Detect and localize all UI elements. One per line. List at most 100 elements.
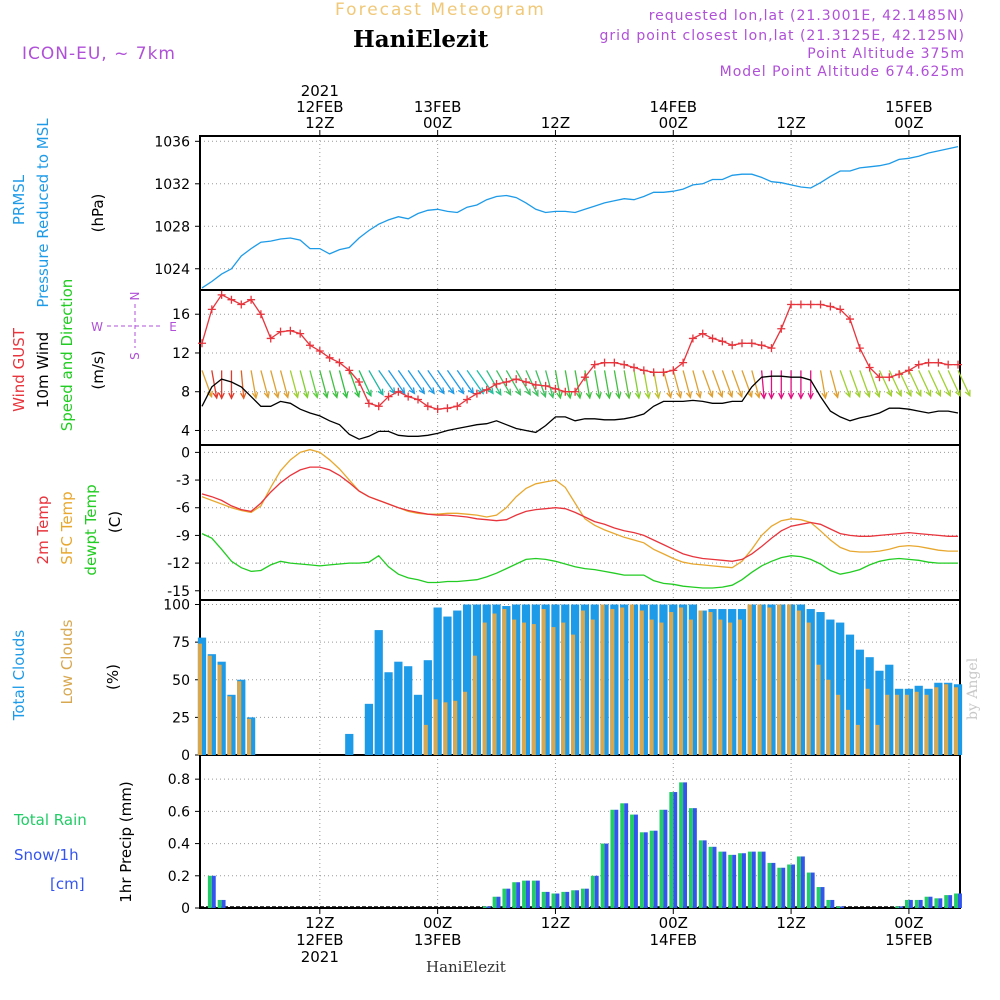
wind-direction-arrowhead	[954, 389, 961, 398]
wind-direction-arrowhead	[754, 391, 761, 399]
gust-marker	[846, 315, 854, 324]
gust-marker	[738, 339, 746, 348]
total-cloud-bar	[443, 616, 452, 755]
wind-direction-arrow	[869, 370, 880, 397]
gust-marker	[600, 358, 609, 367]
gust-marker	[423, 402, 432, 411]
rain-bar	[787, 864, 792, 908]
gust-marker	[541, 381, 550, 390]
snow-bar	[938, 898, 943, 908]
snow-bar	[516, 882, 521, 908]
top-time-tick-label: 14FEB	[650, 98, 697, 116]
low-cloud-bar	[590, 619, 595, 755]
rain-bar	[747, 851, 752, 908]
gust-marker	[315, 347, 324, 356]
snow-bar	[673, 792, 678, 908]
total-cloud-bar	[855, 649, 864, 755]
rain-bar	[679, 782, 684, 908]
low-cloud-bar	[885, 694, 890, 755]
model-altitude: Model Point Altitude 674.625m	[719, 64, 965, 80]
gust-marker	[610, 358, 619, 367]
wind-direction-arrowhead	[505, 388, 512, 396]
snow-bar	[958, 893, 962, 908]
low-cloud-bar	[767, 607, 772, 755]
gust-marker	[453, 402, 462, 411]
pressure-ytick-label: 1028	[154, 219, 190, 235]
gust-marker	[414, 395, 422, 404]
rain-bar	[934, 898, 939, 908]
low-cloud-bar	[796, 610, 801, 755]
gust-marker	[865, 363, 874, 372]
gust-marker	[718, 337, 727, 346]
top-time-tick-label: 12Z	[305, 114, 334, 132]
bottom-time-tick-label: 12Z	[305, 914, 334, 932]
wind-direction-arrow	[427, 370, 445, 394]
rain-bar	[806, 872, 811, 908]
wind-direction-arrow	[927, 370, 941, 397]
low-cloud-bar	[197, 643, 202, 755]
total-cloud-bar	[364, 703, 374, 755]
wind-direction-arrowhead	[228, 392, 235, 400]
snow-bar	[565, 891, 570, 908]
wind-direction-arrow	[564, 370, 571, 399]
wind-direction-arrowhead	[312, 391, 320, 399]
wind-direction-arrowhead	[354, 390, 361, 399]
low-cloud-bar	[462, 691, 468, 755]
gust-marker	[325, 353, 334, 362]
wind-direction-arrow	[348, 370, 360, 397]
gust-marker	[708, 334, 717, 343]
low-cloud-bar	[610, 609, 615, 755]
wind-direction-arrowhead	[377, 388, 384, 396]
gust-marker	[561, 387, 570, 396]
rain-bar	[757, 851, 762, 908]
low-cloud-bar	[924, 694, 929, 755]
rain-bar	[767, 862, 772, 908]
total-cloud-bar	[845, 634, 855, 755]
gust-marker	[463, 395, 472, 404]
gust-marker	[620, 360, 629, 369]
rain-bar	[796, 856, 801, 908]
gust-marker	[492, 379, 501, 388]
top-time-tick-label: 12Z	[541, 114, 570, 132]
wind-direction-arrow	[289, 370, 299, 398]
wind-direction-arrow	[407, 370, 425, 394]
wind-direction-arrow	[535, 370, 547, 397]
low-cloud-bar	[620, 607, 625, 755]
total-cloud-bar	[413, 694, 423, 755]
gust-marker	[944, 360, 953, 369]
snow-bar	[575, 890, 580, 908]
total-cloud-bar	[482, 604, 491, 755]
wind-direction-arrowhead	[778, 392, 785, 400]
footer-location: HaniElezit	[426, 958, 506, 976]
low-cloud-bar	[433, 699, 438, 755]
temp-2m-label: 2m Temp	[34, 496, 52, 565]
wind-direction-arrowhead	[787, 392, 795, 400]
total-cloud-bar	[453, 610, 462, 755]
rain-bar	[944, 895, 949, 908]
low-cloud-bar	[845, 709, 850, 755]
precip-panel-frame	[199, 754, 961, 909]
wind-direction-arrow	[839, 370, 851, 397]
low-cloud-bar	[865, 688, 870, 755]
gust-marker	[512, 375, 521, 384]
snow-bar	[781, 867, 786, 908]
rain-bar	[600, 843, 605, 908]
low-cloud-bar	[512, 619, 517, 755]
gust-marker	[335, 358, 344, 367]
precip-cm-label: [cm]	[50, 875, 85, 893]
snow-bar	[692, 808, 697, 908]
snow-bar	[830, 899, 835, 908]
wind-direction-arrow	[623, 370, 630, 399]
rain-bar	[728, 854, 733, 908]
wind-direction-arrow	[437, 370, 455, 394]
rain-bar	[551, 893, 556, 908]
gust-marker	[433, 405, 442, 414]
clouds-total-label: Total Clouds	[10, 630, 28, 722]
dewpt-line	[201, 533, 958, 589]
rain-bar	[954, 893, 958, 908]
top-time-tick-label: 13FEB	[414, 98, 461, 116]
low-cloud-bar	[472, 655, 477, 755]
rain-bar	[698, 840, 703, 908]
wind-direction-arrowhead	[821, 392, 828, 400]
low-cloud-bar	[678, 607, 684, 755]
